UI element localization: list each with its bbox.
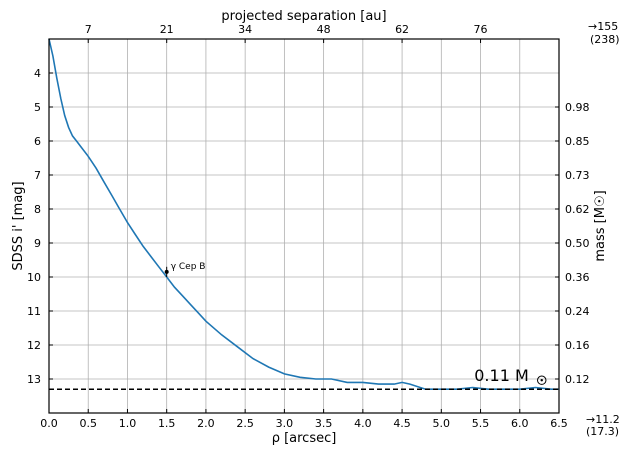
x-tick-label: 5.0 [433,417,451,430]
right-tick-label: 0.16 [565,339,590,352]
x-tick-label: 2.5 [236,417,254,430]
top-tick-label: 76 [474,23,488,36]
top-tick-label: 21 [160,23,174,36]
right-tick-label: 0.85 [565,135,590,148]
y-tick-label: 11 [27,305,41,318]
companion-point [164,269,169,274]
y-tick-label: 6 [34,135,41,148]
y-tick-label: 13 [27,373,41,386]
contrast-curve [48,38,559,390]
x-tick-label: 6.5 [550,417,568,430]
x-tick-label: 4.5 [393,417,411,430]
y-tick-label: 9 [34,237,41,250]
x-tick-label: 4.0 [354,417,372,430]
y-tick-label: 10 [27,271,41,284]
y-tick-label: 7 [34,169,41,182]
series-layer [48,38,559,390]
x-tick-label: 0.0 [40,417,58,430]
x-tick-label: 6.0 [511,417,529,430]
right-tick-label: 0.12 [565,373,590,386]
top-tick-label: 34 [238,23,252,36]
right-axis-label: mass [M☉] [593,190,608,261]
y-tick-label: 8 [34,203,41,216]
bottom-right-note-line1: →11.2 [586,413,620,426]
marks-layer [49,266,559,390]
x-tick-label: 3.5 [315,417,333,430]
y-axis-label: SDSS i' [mag] [11,181,26,270]
right-tick-label: 0.36 [565,271,590,284]
grid [49,39,559,413]
right-tick-label: 0.98 [565,101,590,114]
right-tick-label: 0.50 [565,237,590,250]
solar-symbol-icon [537,375,547,385]
x-tick-label: 3.0 [276,417,294,430]
x-tick-label: 1.5 [158,417,176,430]
top-right-note-line1: →155 [588,20,618,33]
right-tick-label: 0.62 [565,203,590,216]
right-tick-label: 0.24 [565,305,590,318]
x-axis-label: ρ [arcsec] [272,431,337,446]
mass-limit-label: 0.11 M [474,366,529,385]
x-tick-label: 5.5 [472,417,490,430]
top-right-note-line2: (238) [590,33,620,46]
right-tick-label: 0.73 [565,169,590,182]
y-tick-label: 12 [27,339,41,352]
companion-label: γ Cep B [171,262,206,272]
top-axis-label: projected separation [au] [221,9,386,24]
y-tick-label: 4 [34,67,41,80]
tick-layer: 0.0 0.5 1.0 1.5 2.0 2.5 3.0 3.5 4.0 4.5 5.0 5.5 6.0 6… [27,23,590,430]
bottom-right-note-line2: (17.3) [586,425,619,438]
top-tick-label: 48 [317,23,331,36]
top-tick-label: 7 [85,23,92,36]
top-tick-label: 62 [395,23,409,36]
x-tick-label: 1.0 [119,417,137,430]
y-tick-label: 5 [34,101,41,114]
plot-frame [48,38,560,414]
x-tick-label: 2.0 [197,417,215,430]
x-tick-label: 0.5 [79,417,97,430]
